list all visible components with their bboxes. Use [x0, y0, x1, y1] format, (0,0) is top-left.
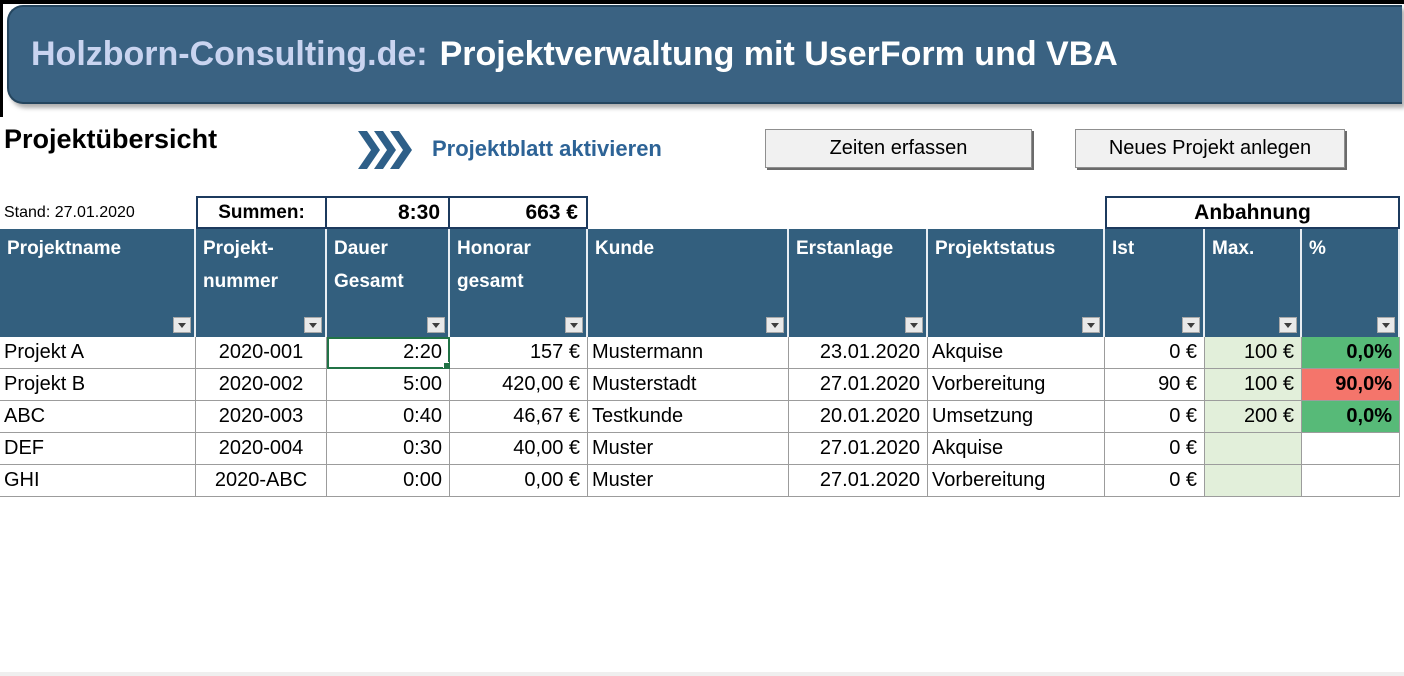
- cell-max[interactable]: 100 €: [1205, 337, 1302, 369]
- filter-dropdown-icon[interactable]: [1377, 317, 1395, 333]
- cell-ist[interactable]: 0 €: [1105, 337, 1205, 369]
- filter-dropdown-icon[interactable]: [905, 317, 923, 333]
- cell-fee[interactable]: 420,00 €: [450, 369, 588, 401]
- cell-client[interactable]: Musterstadt: [588, 369, 789, 401]
- summen-duration-cell[interactable]: 8:30: [327, 196, 450, 229]
- column-header-dauer-gesamt[interactable]: Dauer Gesamt: [327, 229, 450, 337]
- filter-dropdown-icon[interactable]: [1082, 317, 1100, 333]
- column-header-projektnummer[interactable]: Projekt-nummer: [196, 229, 327, 337]
- cell-duration[interactable]: 0:00: [327, 465, 450, 497]
- stand-date-label: Stand: 27.01.2020: [4, 203, 135, 221]
- cell-status[interactable]: Akquise: [928, 433, 1105, 465]
- cell-duration[interactable]: 5:00: [327, 369, 450, 401]
- cell-max[interactable]: [1205, 465, 1302, 497]
- summen-label-cell[interactable]: Summen:: [196, 196, 327, 229]
- filter-dropdown-icon[interactable]: [173, 317, 191, 333]
- cell-client[interactable]: Mustermann: [588, 337, 789, 369]
- projects-grid: Stand: 27.01.2020 Summen: 8:30 663 € Anb…: [0, 196, 1400, 497]
- filter-dropdown-icon[interactable]: [1279, 317, 1297, 333]
- filter-dropdown-icon[interactable]: [1182, 317, 1200, 333]
- cell-client[interactable]: Muster: [588, 465, 789, 497]
- title-banner: Holzborn-Consulting.de: Projektverwaltun…: [7, 5, 1402, 104]
- cell-number[interactable]: 2020-004: [196, 433, 327, 465]
- filter-dropdown-icon[interactable]: [565, 317, 583, 333]
- column-header-ist[interactable]: Ist: [1105, 229, 1205, 337]
- cell-number[interactable]: 2020-003: [196, 401, 327, 433]
- column-header-projektname[interactable]: Projektname: [0, 229, 196, 337]
- cell-status[interactable]: Vorbereitung: [928, 369, 1105, 401]
- selection-fill-handle[interactable]: [443, 362, 449, 368]
- cell-ist[interactable]: 0 €: [1105, 401, 1205, 433]
- column-header-erstanlage[interactable]: Erstanlage: [789, 229, 928, 337]
- window-top-edge: [0, 0, 1404, 4]
- banner-title: Projektverwaltung mit UserForm und VBA: [439, 35, 1118, 73]
- cell-duration[interactable]: 0:30: [327, 433, 450, 465]
- cell-created[interactable]: 23.01.2020: [789, 337, 928, 369]
- cell-ist[interactable]: 0 €: [1105, 465, 1205, 497]
- column-header-max[interactable]: Max.: [1205, 229, 1302, 337]
- filter-dropdown-icon[interactable]: [304, 317, 322, 333]
- row-filler: [588, 196, 1105, 229]
- cell-fee[interactable]: 0,00 €: [450, 465, 588, 497]
- cell-created[interactable]: 20.01.2020: [789, 401, 928, 433]
- cell-name[interactable]: Projekt B: [0, 369, 196, 401]
- cell-number[interactable]: 2020-ABC: [196, 465, 327, 497]
- cell-fee[interactable]: 157 €: [450, 337, 588, 369]
- cell-status[interactable]: Vorbereitung: [928, 465, 1105, 497]
- cell-max[interactable]: [1205, 433, 1302, 465]
- cell-number[interactable]: 2020-002: [196, 369, 327, 401]
- zeiten-erfassen-button[interactable]: Zeiten erfassen: [765, 129, 1032, 168]
- column-header-percent[interactable]: %: [1302, 229, 1400, 337]
- cell-name[interactable]: GHI: [0, 465, 196, 497]
- column-header-honorar-gesamt[interactable]: Honorar gesamt: [450, 229, 588, 337]
- neues-projekt-anlegen-button[interactable]: Neues Projekt anlegen: [1075, 129, 1345, 168]
- cell-status[interactable]: Umsetzung: [928, 401, 1105, 433]
- cell-name[interactable]: DEF: [0, 433, 196, 465]
- cell-name[interactable]: Projekt A: [0, 337, 196, 369]
- cell-ist[interactable]: 0 €: [1105, 433, 1205, 465]
- cell-duration[interactable]: 2:20: [327, 337, 450, 369]
- cell-status[interactable]: Akquise: [928, 337, 1105, 369]
- brand-name: Holzborn-Consulting.de:: [31, 35, 428, 73]
- cell-duration[interactable]: 0:40: [327, 401, 450, 433]
- cell-client[interactable]: Testkunde: [588, 401, 789, 433]
- window-bottom-edge: [0, 672, 1404, 676]
- cell-pct[interactable]: [1302, 465, 1400, 497]
- triple-chevron-right-icon: [358, 131, 412, 169]
- cell-created[interactable]: 27.01.2020: [789, 369, 928, 401]
- cell-pct[interactable]: 0,0%: [1302, 337, 1400, 369]
- cell-created[interactable]: 27.01.2020: [789, 465, 928, 497]
- cell-pct[interactable]: 90,0%: [1302, 369, 1400, 401]
- filter-dropdown-icon[interactable]: [427, 317, 445, 333]
- anbahnung-group-header[interactable]: Anbahnung: [1105, 196, 1400, 229]
- cell-number[interactable]: 2020-001: [196, 337, 327, 369]
- cell-name[interactable]: ABC: [0, 401, 196, 433]
- window-left-edge: [0, 0, 3, 117]
- activate-project-sheet-link[interactable]: Projektblatt aktivieren: [432, 136, 662, 161]
- cell-max[interactable]: 100 €: [1205, 369, 1302, 401]
- page-title: Projektübersicht: [4, 124, 218, 154]
- cell-client[interactable]: Muster: [588, 433, 789, 465]
- column-header-projektstatus[interactable]: Projektstatus: [928, 229, 1105, 337]
- cell-created[interactable]: 27.01.2020: [789, 433, 928, 465]
- cell-fee[interactable]: 40,00 €: [450, 433, 588, 465]
- cell-fee[interactable]: 46,67 €: [450, 401, 588, 433]
- cell-ist[interactable]: 90 €: [1105, 369, 1205, 401]
- cell-pct[interactable]: [1302, 433, 1400, 465]
- cell-max[interactable]: 200 €: [1205, 401, 1302, 433]
- summen-fee-cell[interactable]: 663 €: [450, 196, 588, 229]
- column-header-kunde[interactable]: Kunde: [588, 229, 789, 337]
- filter-dropdown-icon[interactable]: [766, 317, 784, 333]
- cell-pct[interactable]: 0,0%: [1302, 401, 1400, 433]
